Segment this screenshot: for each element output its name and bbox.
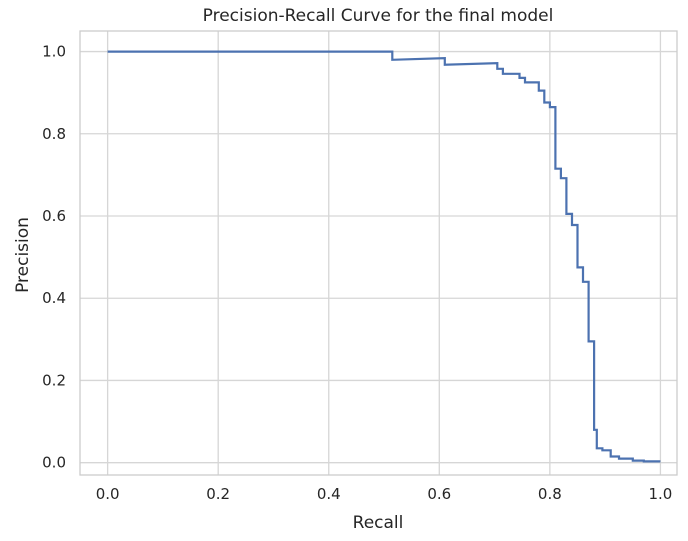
y-tick-label: 0.4 [42, 289, 66, 307]
plot-area: 0.0 0.2 0.4 0.6 0.8 1.0 0.0 0.2 0.4 0.6 0.8 1.0 [42, 30, 678, 503]
y-tick-label: 0.6 [42, 207, 66, 225]
y-tick-label: 0.2 [42, 371, 66, 389]
x-tick-label: 0.6 [427, 485, 451, 503]
precision-recall-line [107, 50, 661, 463]
y-tick-label: 1.0 [42, 43, 66, 61]
x-axis-label: Recall [353, 513, 404, 533]
x-tick-label: 0.2 [206, 485, 230, 503]
chart-title: Precision-Recall Curve for the final mod… [203, 6, 554, 26]
y-tick-label: 0.8 [42, 125, 66, 143]
x-tick-label: 0.0 [96, 485, 120, 503]
x-tick-label: 0.8 [538, 485, 562, 503]
x-tick-label: 1.0 [648, 485, 672, 503]
x-tick-label: 0.4 [317, 485, 341, 503]
y-axis-label: Precision [13, 217, 33, 293]
plot-frame [79, 30, 678, 476]
y-tick-label: 0.0 [42, 454, 66, 472]
